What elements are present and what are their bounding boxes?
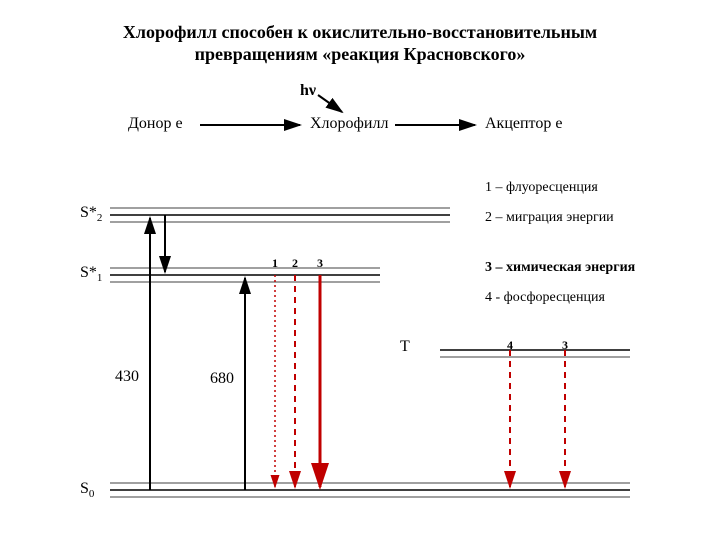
hv-arrow: [318, 95, 342, 112]
diagram-svg: [0, 0, 720, 540]
